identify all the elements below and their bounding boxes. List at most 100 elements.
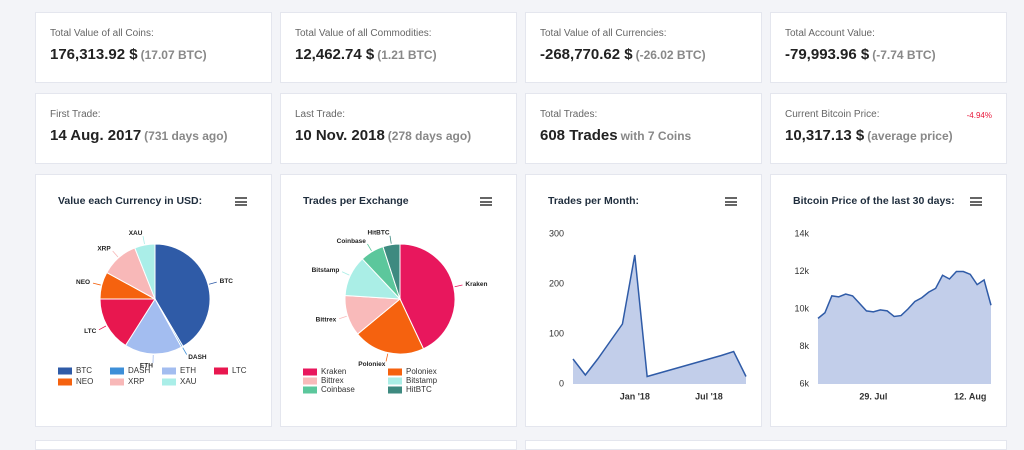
slice-label: DASH	[188, 354, 207, 361]
slice-label: NEO	[76, 279, 90, 286]
leader-line	[99, 326, 106, 330]
legend-swatch	[303, 369, 317, 376]
stat-detail: (-7.74 BTC)	[872, 48, 935, 62]
legend-label: BTC	[76, 366, 92, 375]
chart-menu[interactable]	[970, 197, 982, 206]
chart-menu[interactable]	[725, 197, 737, 206]
stat-detail: (1.21 BTC)	[377, 48, 436, 62]
legend-label: Kraken	[321, 367, 346, 376]
slice-label: Bittrex	[316, 316, 337, 323]
slice-label: XAU	[129, 230, 143, 237]
stat-card: Current Bitcoin Price: 10,317.13 $(averag…	[770, 93, 1007, 164]
leader-line	[209, 282, 217, 284]
card	[525, 440, 1007, 450]
leader-line	[339, 316, 347, 318]
stat-value-line: 10 Nov. 2018(278 days ago)	[295, 127, 471, 145]
x-tick-label: Jul '18	[695, 391, 723, 401]
stat-value: 14 Aug. 2017	[50, 127, 141, 144]
leader-line	[143, 236, 144, 244]
chart-title: Trades per Month:	[548, 195, 713, 208]
stat-detail: (278 days ago)	[388, 129, 471, 143]
legend-label: Bitstamp	[406, 376, 438, 385]
legend-swatch	[162, 379, 176, 386]
y-tick-label: 10k	[794, 303, 809, 313]
stat-label: Last Trade:	[295, 109, 345, 120]
stat-value-line: 10,317.13 $(average price)	[785, 127, 953, 145]
legend-label: Poloniex	[406, 367, 437, 376]
legend-swatch	[58, 379, 72, 386]
stat-value: 608 Trades	[540, 127, 618, 144]
legend-swatch	[388, 369, 402, 376]
stat-value: 10 Nov. 2018	[295, 127, 385, 144]
stat-value-line: 12,462.74 $(1.21 BTC)	[295, 46, 437, 64]
stat-label: Current Bitcoin Price:	[785, 109, 879, 120]
y-tick-label: 100	[549, 328, 564, 338]
legend-swatch	[110, 379, 124, 386]
slice-label: Coinbase	[337, 238, 367, 245]
area	[818, 272, 991, 385]
chart-menu[interactable]	[235, 197, 247, 206]
leader-line	[390, 236, 391, 244]
stat-value: 12,462.74 $	[295, 46, 374, 63]
chart: KrakenPoloniexBittrexBitstampCoinbaseHit…	[281, 175, 518, 428]
chart-menu[interactable]	[480, 197, 492, 206]
chart-title: Value each Currency in USD:	[58, 195, 223, 208]
legend-label: NEO	[76, 377, 93, 386]
area	[573, 255, 746, 384]
stat-value-line: -79,993.96 $(-7.74 BTC)	[785, 46, 936, 64]
y-tick-label: 14k	[794, 228, 809, 238]
leader-line	[455, 285, 463, 287]
stat-value-line: -268,770.62 $(-26.02 BTC)	[540, 46, 706, 64]
y-tick-label: 300	[549, 228, 564, 238]
legend-label: DASH	[128, 366, 150, 375]
stat-detail: (17.07 BTC)	[141, 48, 207, 62]
stat-change: -4.94%	[967, 111, 992, 120]
stat-detail: (731 days ago)	[144, 129, 227, 143]
leader-line	[113, 251, 118, 257]
x-tick-label: 29. Jul	[859, 391, 887, 401]
legend-label: XAU	[180, 377, 197, 386]
slice-label: LTC	[84, 328, 96, 335]
stat-value-line: 176,313.92 $(17.07 BTC)	[50, 46, 207, 64]
legend-swatch	[214, 368, 228, 375]
y-tick-label: 8k	[799, 341, 809, 351]
legend-label: ETH	[180, 366, 196, 375]
slice-label: Poloniex	[358, 361, 385, 368]
stat-value: -268,770.62 $	[540, 46, 633, 63]
stat-card: First Trade: 14 Aug. 2017(731 days ago)	[35, 93, 272, 164]
stat-label: First Trade:	[50, 109, 101, 120]
card	[35, 440, 517, 450]
leader-line	[93, 283, 101, 285]
stat-card: Total Value of all Commodities:12,462.74…	[280, 12, 517, 83]
legend-swatch	[58, 368, 72, 375]
x-tick-label: 12. Aug	[954, 391, 986, 401]
stat-detail: with 7 Coins	[621, 129, 692, 143]
slice-label: HitBTC	[367, 230, 389, 237]
leader-line	[367, 244, 371, 251]
slice-label: XRP	[97, 245, 111, 252]
y-tick-label: 0	[559, 378, 564, 388]
stat-detail: (-26.02 BTC)	[636, 48, 706, 62]
stat-label: Total Value of all Coins:	[50, 28, 154, 39]
legend-label: Coinbase	[321, 385, 355, 394]
stat-value: 176,313.92 $	[50, 46, 138, 63]
chart-title: Trades per Exchange	[303, 195, 468, 208]
stat-label: Total Trades:	[540, 109, 597, 120]
legend-swatch	[303, 387, 317, 394]
legend-label: HitBTC	[406, 385, 432, 394]
y-tick-label: 12k	[794, 266, 809, 276]
stat-value-line: 14 Aug. 2017(731 days ago)	[50, 127, 228, 145]
legend-swatch	[303, 378, 317, 385]
slice-label: BTC	[220, 278, 234, 285]
stat-label: Total Account Value:	[785, 28, 875, 39]
legend-label: XRP	[128, 377, 144, 386]
legend-swatch	[162, 368, 176, 375]
